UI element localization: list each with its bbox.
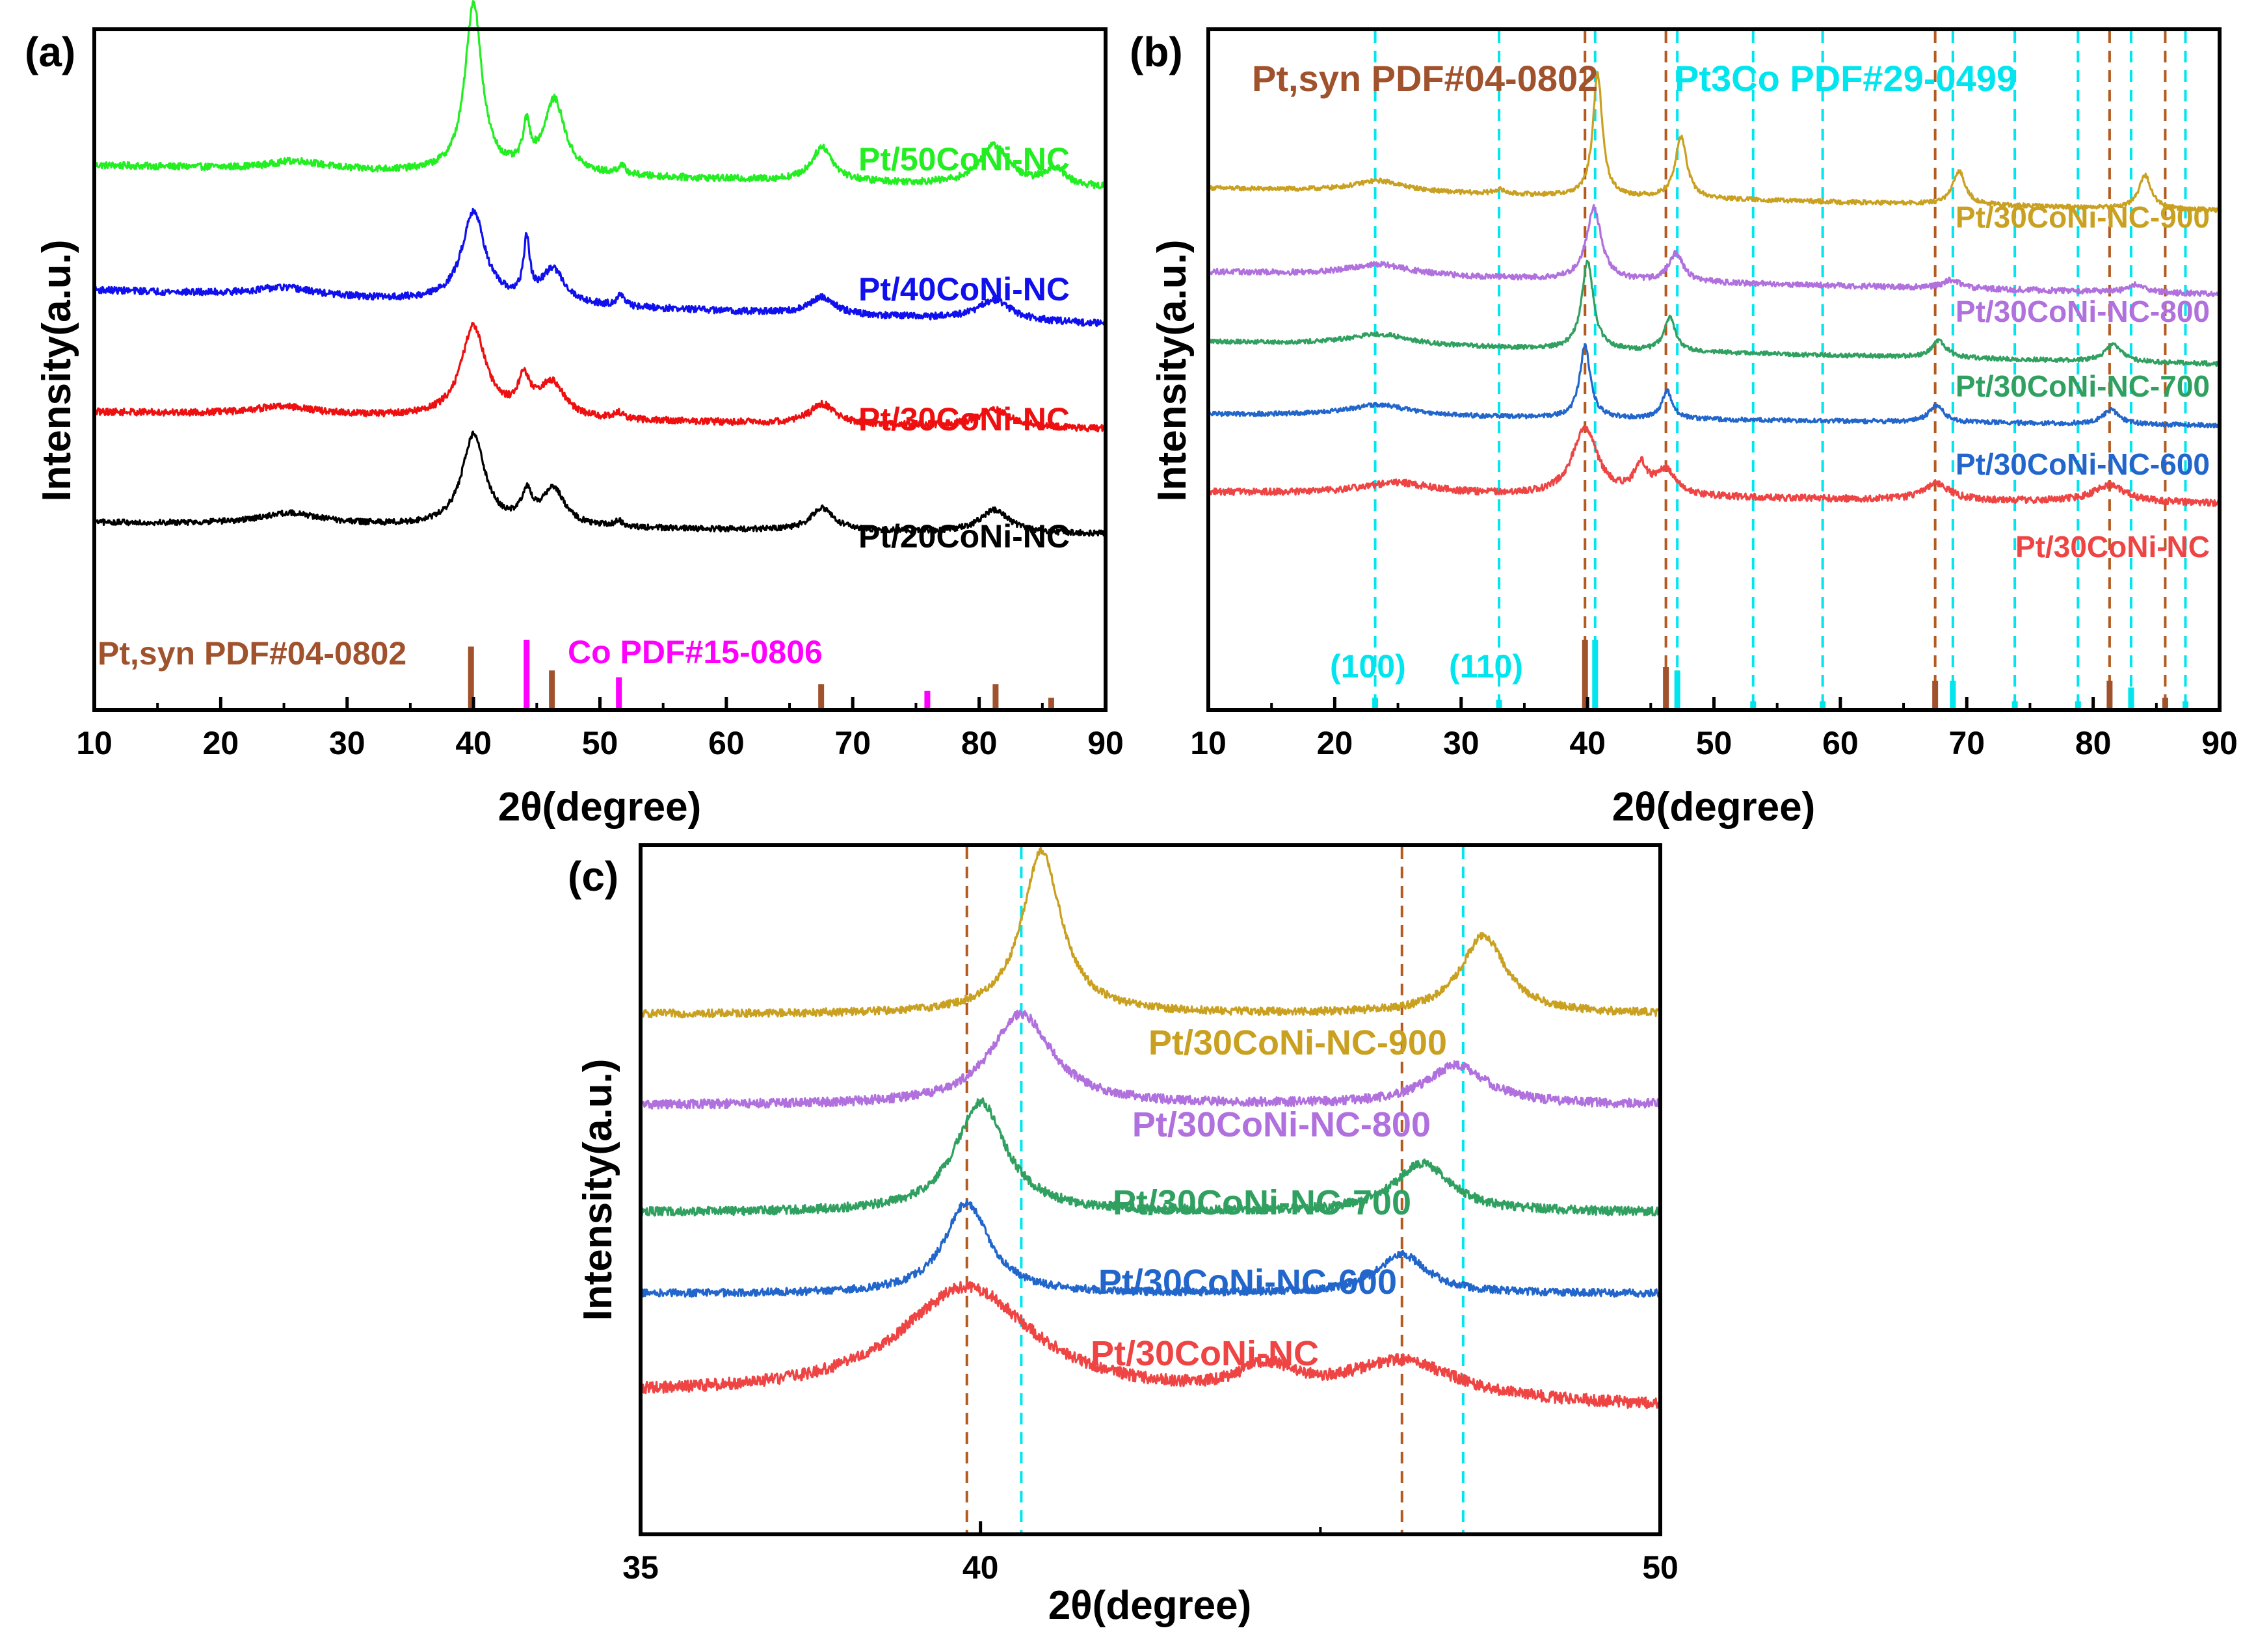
- series-label-pt40: Pt/40CoNi-NC: [858, 271, 1070, 308]
- series-line-pt-30coni-nc: [639, 1281, 1662, 1409]
- series-line-pt-30coni-nc-900: [1207, 71, 2220, 213]
- reference-label-pt3co: Pt3Co PDF#29-0499: [1675, 58, 2017, 99]
- reference-label-pt-syn-b: Pt,syn PDF#04-0802: [1252, 58, 1598, 99]
- series-label-c-800: Pt/30CoNi-NC-800: [1132, 1105, 1431, 1144]
- x-tick-label-70: 70: [1948, 725, 1985, 761]
- panel-a-x-axis-label: 2θ(degree): [498, 785, 702, 830]
- series-line-pt-30coni-nc-800: [639, 1010, 1662, 1110]
- panel-c-x-axis-label: 2θ(degree): [1048, 1583, 1252, 1628]
- panel-b-x-axis-label: 2θ(degree): [1612, 785, 1816, 830]
- series-label-pt30: Pt/30CoNi-NC: [858, 401, 1070, 438]
- reference-label-pt-syn: Pt,syn PDF#04-0802: [98, 635, 406, 672]
- x-tick-label-60: 60: [708, 725, 745, 761]
- series-line-pt-40coni-nc: [93, 207, 1107, 328]
- series-label-b-nc: Pt/30CoNi-NC: [2015, 530, 2210, 564]
- x-tick-label-70: 70: [834, 725, 871, 761]
- series-label-c-600: Pt/30CoNi-NC-600: [1098, 1263, 1397, 1302]
- panel-a-x-ticks: 10 20 30 40 50 60 70 80 90: [76, 697, 1124, 761]
- series-label-pt20: Pt/20CoNi-NC: [858, 518, 1070, 555]
- series-line-pt-30coni-nc-700: [1207, 259, 2221, 367]
- panel-a: (a) 10 20 30 40 50 60 70 80 90 Pt/50CoNi-NC Pt/4…: [25, 0, 1124, 830]
- series-line-pt-30coni-nc-800: [1208, 203, 2220, 298]
- panel-b-dashed-reference-lines: [1374, 31, 2187, 708]
- series-label-c-nc: Pt/30CoNi-NC: [1091, 1334, 1319, 1373]
- series-line-pt-30coni-nc-600: [1207, 343, 2221, 428]
- panel-a-reference-sticks: [468, 640, 1054, 708]
- series-line-pt-30coni-nc-700: [639, 1097, 1662, 1217]
- x-tick-label-80: 80: [2075, 725, 2112, 761]
- x-tick-label-40: 40: [455, 725, 492, 761]
- x-tick-label-50: 50: [1696, 725, 1732, 761]
- panel-c-label: (c): [568, 853, 618, 900]
- series-line-pt-30coni-nc: [1207, 425, 2221, 507]
- panel-a-series: [93, 0, 1107, 537]
- x-tick-label-40: 40: [962, 1549, 999, 1586]
- panel-b-series: [1207, 71, 2221, 507]
- series-line-pt-50coni-nc: [93, 0, 1107, 190]
- x-tick-label-35: 35: [622, 1549, 659, 1586]
- series-label-b-900: Pt/30CoNi-NC-900: [1956, 200, 2210, 234]
- panel-c-x-ticks: 35 40 50: [622, 1521, 1679, 1586]
- x-tick-label-10: 10: [76, 725, 113, 761]
- x-tick-label-80: 80: [961, 725, 998, 761]
- panel-b-x-ticks: 10 20 30 40 50 60 70 80 90: [1190, 697, 2238, 761]
- series-label-c-900: Pt/30CoNi-NC-900: [1148, 1023, 1447, 1062]
- x-tick-label-90: 90: [1087, 725, 1124, 761]
- series-line-pt-30coni-nc: [93, 322, 1107, 433]
- series-label-c-700: Pt/30CoNi-NC-700: [1113, 1183, 1411, 1222]
- x-tick-label-30: 30: [1443, 725, 1480, 761]
- series-label-b-600: Pt/30CoNi-NC-600: [1956, 447, 2210, 481]
- x-tick-label-50: 50: [582, 725, 618, 761]
- panel-c-y-axis-label: Intensity(a.u.): [576, 1058, 620, 1320]
- x-tick-label-50: 50: [1642, 1549, 1679, 1586]
- panel-a-plot-frame: [92, 27, 1108, 712]
- series-line-pt-30coni-nc-900: [640, 846, 1662, 1019]
- series-line-pt-20coni-nc: [93, 430, 1106, 537]
- hkl-label-110: (110): [1449, 648, 1523, 685]
- reference-label-co: Co PDF#15-0806: [568, 634, 823, 670]
- x-tick-label-90: 90: [2201, 725, 2238, 761]
- panel-c-plot-frame: [639, 843, 1662, 1536]
- panel-b: (b) 10 20 30 40 50 60 70 80 90 Pt,syn PDF#04-080…: [1130, 27, 2238, 830]
- x-tick-label-60: 60: [1822, 725, 1859, 761]
- panel-b-y-axis-label: Intensity(a.u.): [1150, 239, 1195, 501]
- series-label-b-700: Pt/30CoNi-NC-700: [1956, 369, 2210, 403]
- x-tick-label-40: 40: [1569, 725, 1606, 761]
- panel-c-series: [639, 846, 1662, 1409]
- panel-a-label: (a): [25, 29, 75, 75]
- panel-b-reference-sticks: [1372, 640, 2189, 708]
- hkl-label-100: (100): [1330, 648, 1406, 685]
- x-tick-label-20: 20: [203, 725, 239, 761]
- series-label-pt50: Pt/50CoNi-NC: [858, 141, 1070, 177]
- x-tick-label-10: 10: [1190, 725, 1227, 761]
- x-tick-label-20: 20: [1317, 725, 1353, 761]
- series-line-pt-30coni-nc-600: [639, 1199, 1662, 1298]
- x-tick-label-30: 30: [329, 725, 365, 761]
- series-label-b-800: Pt/30CoNi-NC-800: [1956, 295, 2210, 328]
- panel-c: (c) 35 40 50 Pt/30CoNi-NC-900 Pt/30CoNi-NC…: [568, 843, 1679, 1628]
- panel-a-y-axis-label: Intensity(a.u.): [34, 239, 79, 501]
- panel-b-label: (b): [1130, 29, 1183, 75]
